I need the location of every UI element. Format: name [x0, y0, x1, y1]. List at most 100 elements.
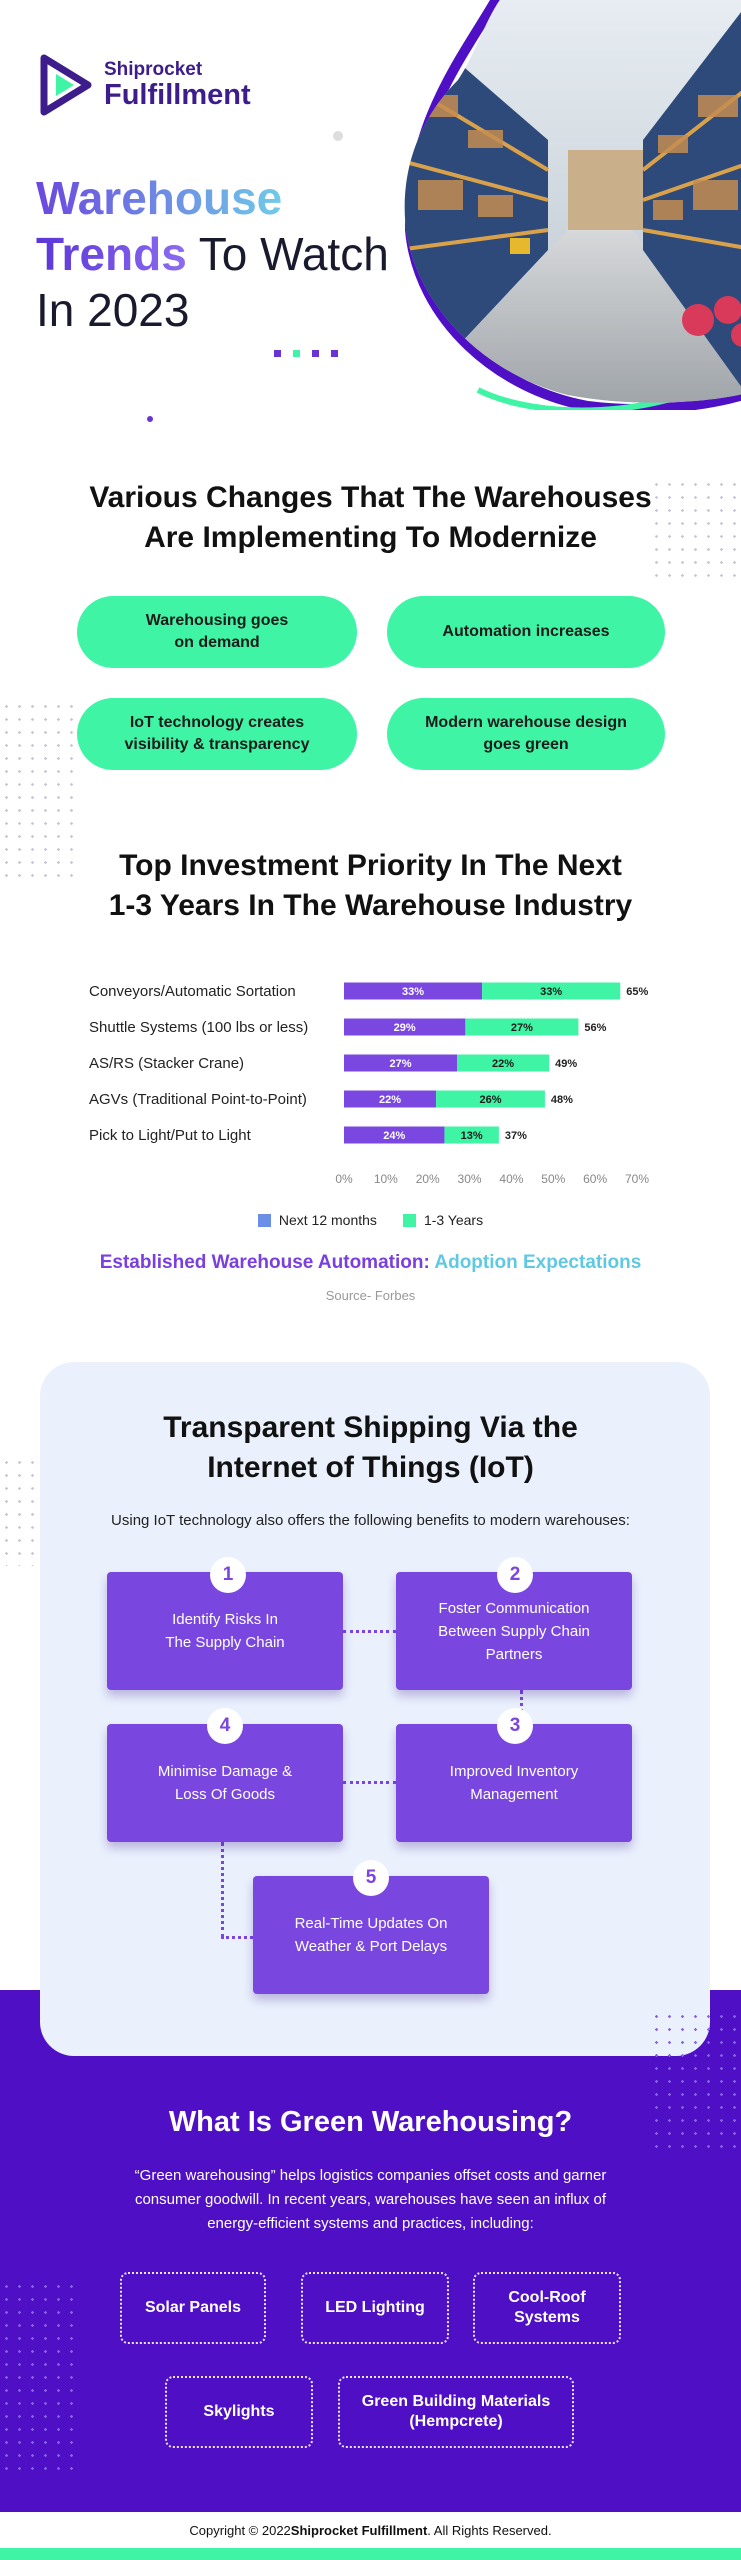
bar-value-label: 27%	[511, 1022, 533, 1034]
headline-word-warehouse: Warehouse	[36, 172, 283, 224]
iot-step-text: Between Supply Chain	[438, 1622, 590, 1640]
decor-dot-grid	[0, 2280, 78, 2470]
iot-step-text: Loss Of Goods	[174, 1786, 276, 1803]
change-item-iot: IoT technology creates visibility & trans…	[77, 698, 357, 770]
brand-line-1: Shiprocket	[104, 59, 203, 80]
headline-word-trends: Trends	[36, 228, 187, 280]
decor-dot	[333, 131, 343, 141]
hero-headline: Warehouse Trends To Watch In 2023	[36, 170, 389, 338]
bar-next-12-months	[344, 982, 483, 1000]
investment-title: Top Investment Priority In The Next 1-3 …	[0, 846, 741, 926]
category-label: AS/RS (Stacker Crane)	[89, 1055, 244, 1072]
iot-step-text: Identify Risks In	[172, 1611, 278, 1628]
green-item-skylights: Skylights	[165, 2376, 313, 2448]
legend-swatch	[257, 1213, 271, 1227]
green-item-text: Skylights	[203, 2403, 275, 2420]
decor-dot-grid	[650, 478, 741, 582]
x-tick-label: 30%	[458, 1172, 482, 1186]
footer-brand: Shiprocket Fulfillment	[290, 2522, 428, 2538]
green-item-solar-panels: Solar Panels	[120, 2272, 266, 2344]
iot-title-line-2: Internet of Things (IoT)	[207, 1451, 534, 1484]
iot-title-line-1: Transparent Shipping Via the	[163, 1411, 578, 1444]
changes-title: Various Changes That The Warehouses Are …	[0, 478, 741, 558]
iot-step-3-badge: 3	[497, 1708, 533, 1744]
category-label: AGVs (Traditional Point-to-Point)	[89, 1091, 307, 1108]
chart-caption-part-1: Established Warehouse Automation:	[99, 1252, 430, 1273]
bar-value-label: 33%	[402, 986, 424, 998]
bar-1-3-years	[457, 1054, 550, 1072]
connector-3-4	[343, 1781, 396, 1784]
bar-next-12-months	[344, 1126, 445, 1144]
iot-step-1-badge: 1	[210, 1557, 246, 1593]
x-tick-label: 40%	[499, 1172, 523, 1186]
decor-dashes	[274, 350, 338, 357]
hero-section: Shiprocket Fulfillment Warehouse Trends …	[0, 0, 741, 440]
change-item-line: Warehousing goes	[145, 612, 289, 629]
green-item-text: LED Lighting	[325, 2299, 425, 2316]
green-item-text: Systems	[514, 2309, 580, 2326]
category-label: Shuttle Systems (100 lbs or less)	[89, 1019, 308, 1036]
bar-value-label: 26%	[479, 1094, 501, 1106]
bar-total-label: 48%	[551, 1094, 573, 1106]
bar-next-12-months	[344, 1090, 437, 1108]
brand-logo[interactable]: Shiprocket Fulfillment	[36, 52, 251, 118]
green-title: What Is Green Warehousing?	[168, 2106, 573, 2138]
decor-dot-grid	[0, 700, 78, 880]
change-item-on-demand: Warehousing goes on demand	[77, 596, 357, 668]
bar-next-12-months	[344, 1018, 466, 1036]
brand-line-2: Fulfillment	[104, 79, 251, 111]
bar-next-12-months	[344, 1054, 458, 1072]
headline-to-watch: To Watch	[186, 228, 389, 280]
iot-step-text: Weather & Port Delays	[294, 1938, 448, 1955]
bar-total-label: 37%	[505, 1130, 527, 1142]
connector-2-3	[520, 1690, 523, 1726]
legend-swatch	[402, 1213, 416, 1227]
green-item-text: Solar Panels	[144, 2299, 242, 2316]
bar-1-3-years	[436, 1090, 545, 1108]
change-item-green-design: Modern warehouse design goes green	[387, 698, 665, 770]
changes-title-line-2: Are Implementing To Modernize	[144, 521, 597, 554]
category-label: Pick to Light/Put to Light	[89, 1127, 252, 1144]
bar-value-label: 29%	[394, 1022, 416, 1034]
green-item-cool-roof: Cool-Roof Systems	[473, 2272, 621, 2344]
change-item-line: IoT technology creates	[129, 714, 305, 731]
x-tick-label: 70%	[625, 1172, 649, 1186]
bar-value-label: 22%	[492, 1058, 514, 1070]
green-item-text: Cool-Roof	[508, 2289, 586, 2306]
bar-total-label: 56%	[584, 1022, 606, 1034]
bar-total-label: 65%	[626, 986, 648, 998]
x-tick-label: 60%	[583, 1172, 607, 1186]
iot-step-text: Improved Inventory	[449, 1763, 579, 1780]
iot-step-text: Minimise Damage &	[157, 1763, 293, 1780]
iot-step-text: Management	[470, 1786, 558, 1803]
decor-dot	[147, 416, 153, 422]
green-item-led-lighting: LED Lighting	[301, 2272, 449, 2344]
bar-value-label: 24%	[383, 1130, 405, 1142]
change-item-line: Automation increases	[442, 623, 610, 640]
iot-intro: Using IoT technology also offers the fol…	[111, 1512, 630, 1529]
iot-step-text: The Supply Chain	[165, 1634, 285, 1651]
footer-prefix: Copyright © 2022	[189, 2522, 291, 2538]
connector-4-5	[221, 1842, 224, 1938]
headline-year: In 2023	[36, 284, 190, 336]
bar-1-3-years	[482, 982, 621, 1000]
footer-accent-strip	[0, 2548, 741, 2560]
bar-value-label: 27%	[389, 1058, 411, 1070]
connector-1-2	[343, 1630, 396, 1633]
iot-step-text: Real-Time Updates On	[294, 1915, 448, 1932]
x-tick-label: 10%	[374, 1172, 398, 1186]
legend-label: Next 12 months	[278, 1212, 377, 1228]
bar-1-3-years	[465, 1018, 579, 1036]
bar-total-label: 49%	[555, 1058, 577, 1070]
play-logo-icon	[40, 54, 92, 116]
chart-caption: Established Warehouse Automation: Adopti…	[0, 1252, 741, 1274]
x-tick-label: 0%	[335, 1172, 353, 1186]
bar-value-label: 22%	[379, 1094, 401, 1106]
legend-item-next-12-months: Next 12 months	[257, 1212, 377, 1228]
green-intro: “Green warehousing” helps logistics comp…	[134, 2167, 607, 2232]
bar-value-label: 13%	[461, 1130, 483, 1142]
change-item-line: Modern warehouse design	[425, 714, 627, 731]
chart-caption-part-2: Adoption Expectations	[434, 1252, 642, 1273]
change-item-automation: Automation increases	[387, 596, 665, 668]
iot-step-text: Foster Communication	[438, 1599, 590, 1617]
